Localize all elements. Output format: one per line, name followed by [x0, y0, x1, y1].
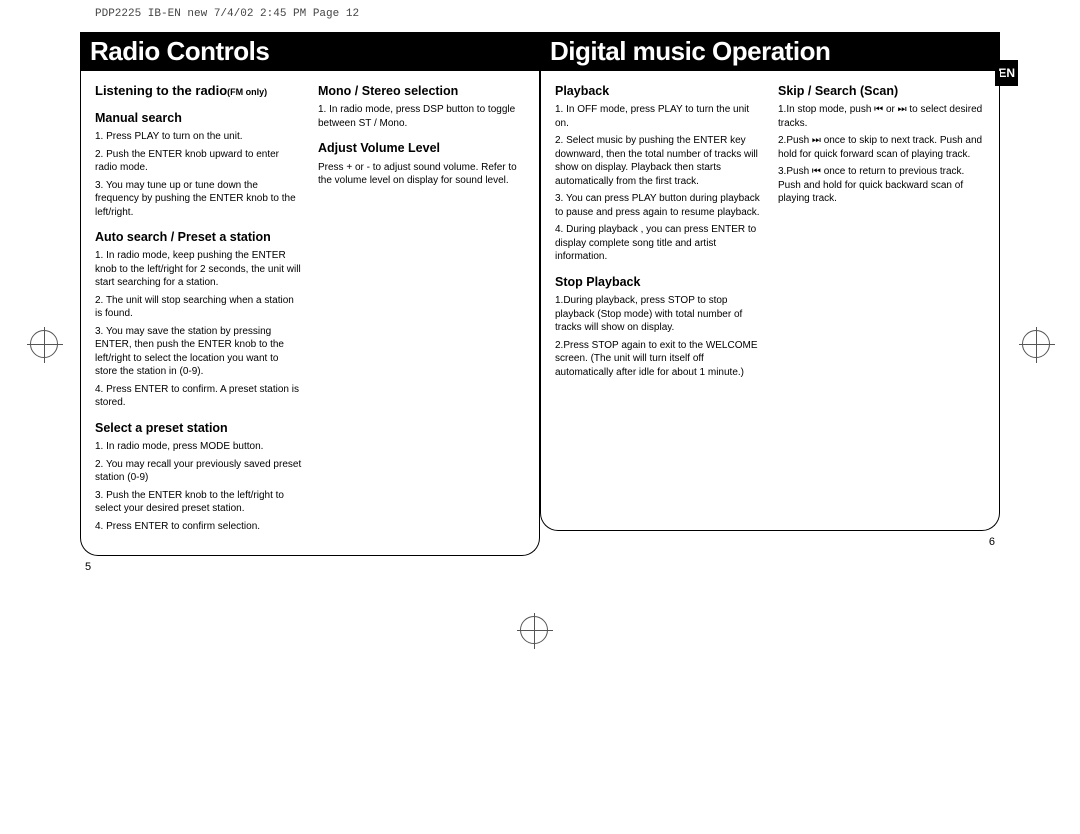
right-page: Digital music Operation EN Playback 1. I… — [540, 32, 1000, 556]
body-text: 2. Select music by pushing the ENTER key… — [555, 134, 762, 188]
sub-manual-search: Manual search — [95, 110, 302, 126]
body-text: 1. In radio mode, press DSP button to to… — [318, 103, 525, 130]
left-col2: Mono / Stereo selection 1. In radio mode… — [318, 83, 525, 537]
body-text: 3.Push ⏮ once to return to previous trac… — [778, 165, 985, 206]
page-number-right: 6 — [989, 536, 995, 548]
body-text: Press + or - to adjust sound volume. Ref… — [318, 161, 525, 188]
body-text: 1. In radio mode, keep pushing the ENTER… — [95, 249, 302, 290]
right-col2: Skip / Search (Scan) 1.In stop mode, pus… — [778, 83, 985, 383]
page-number-left: 5 — [85, 561, 91, 573]
body-text: 1.During playback, press STOP to stop pl… — [555, 294, 762, 335]
body-text: 2. You may recall your previously saved … — [95, 458, 302, 485]
crop-mark-bottom — [520, 616, 548, 644]
sub-stop-playback: Stop Playback — [555, 274, 762, 290]
sub-select-preset: Select a preset station — [95, 420, 302, 436]
body-text: 4. During playback , you can press ENTER… — [555, 223, 762, 264]
heading-text: Listening to the radio — [95, 83, 227, 98]
body-text: 3. You may tune up or tune down the freq… — [95, 179, 302, 220]
body-text: 1. In OFF mode, press PLAY to turn the u… — [555, 103, 762, 130]
crop-mark-left — [30, 330, 58, 358]
sub-adjust-volume: Adjust Volume Level — [318, 140, 525, 156]
heading-listening: Listening to the radio(FM only) — [95, 83, 302, 100]
left-title-bar: Radio Controls — [80, 32, 540, 71]
body-text: 1. In radio mode, press MODE button. — [95, 440, 302, 454]
sub-playback: Playback — [555, 83, 762, 99]
body-text: 2.Push ⏭ once to skip to next track. Pus… — [778, 134, 985, 161]
body-text: 2. The unit will stop searching when a s… — [95, 294, 302, 321]
crop-mark-right — [1022, 330, 1050, 358]
page-spread: Radio Controls Listening to the radio(FM… — [80, 32, 1000, 556]
heading-tag: (FM only) — [227, 87, 267, 97]
right-content-box: Playback 1. In OFF mode, press PLAY to t… — [540, 71, 1000, 531]
body-text: 3. You may save the station by pressing … — [95, 325, 302, 379]
left-content-box: Listening to the radio(FM only) Manual s… — [80, 71, 540, 556]
body-text: 1.In stop mode, push ⏮ or ⏭ to select de… — [778, 103, 985, 130]
left-col1: Listening to the radio(FM only) Manual s… — [95, 83, 302, 537]
body-text: 3. Push the ENTER knob to the left/right… — [95, 489, 302, 516]
body-text: 1. Press PLAY to turn on the unit. — [95, 130, 302, 144]
sub-skip-search: Skip / Search (Scan) — [778, 83, 985, 99]
left-page: Radio Controls Listening to the radio(FM… — [80, 32, 540, 556]
body-text: 2. Push the ENTER knob upward to enter r… — [95, 148, 302, 175]
body-text: 4. Press ENTER to confirm. A preset stat… — [95, 383, 302, 410]
right-title-bar: Digital music Operation — [540, 32, 1000, 71]
right-col1: Playback 1. In OFF mode, press PLAY to t… — [555, 83, 762, 383]
body-text: 3. You can press PLAY button during play… — [555, 192, 762, 219]
doc-header-meta: PDP2225 IB-EN new 7/4/02 2:45 PM Page 12 — [0, 0, 1080, 20]
body-text: 4. Press ENTER to confirm selection. — [95, 520, 302, 534]
body-text: 2.Press STOP again to exit to the WELCOM… — [555, 339, 762, 380]
sub-mono-stereo: Mono / Stereo selection — [318, 83, 525, 99]
sub-auto-search: Auto search / Preset a station — [95, 229, 302, 245]
